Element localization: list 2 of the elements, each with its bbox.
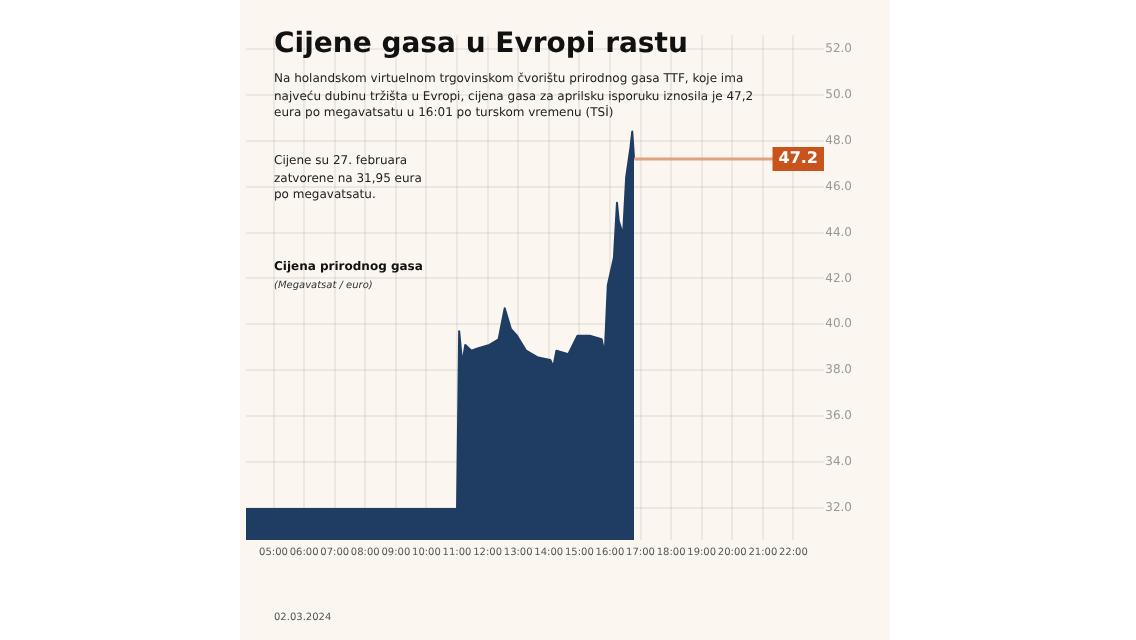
chart-title: Cijene gasa u Evropi rastu — [274, 28, 688, 60]
ref-line-label: 47.2 — [778, 149, 819, 168]
